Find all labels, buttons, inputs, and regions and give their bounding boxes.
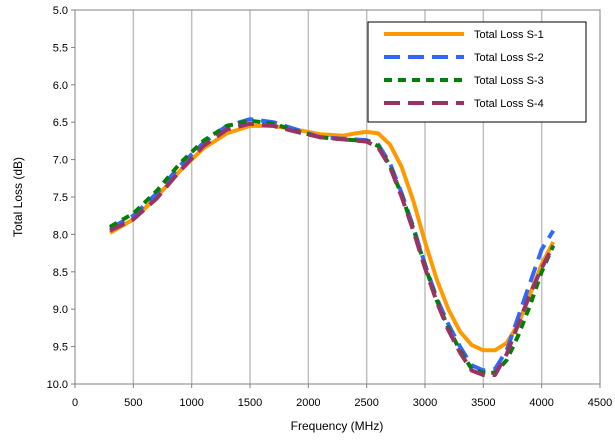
legend-label-s1: Total Loss S-1 bbox=[474, 29, 544, 41]
legend-box bbox=[367, 21, 587, 123]
legend: Total Loss S-1 Total Loss S-2 Total Loss S… bbox=[367, 21, 587, 123]
y-tick-label: 10.0 bbox=[47, 379, 68, 391]
x-tick-label: 3500 bbox=[471, 397, 495, 409]
x-tick-label: 3000 bbox=[413, 397, 437, 409]
y-tick-label: 5.5 bbox=[53, 42, 68, 54]
y-tick-label: 7.5 bbox=[53, 192, 68, 204]
series-line-s4 bbox=[109, 121, 556, 377]
y-tick-label: 5.0 bbox=[53, 5, 68, 17]
x-axis-label: Frequency (MHz) bbox=[291, 419, 384, 433]
y-tick-label: 6.5 bbox=[53, 117, 68, 129]
y-axis-label: Total Loss (dB) bbox=[11, 157, 25, 237]
x-tick-label: 2000 bbox=[296, 397, 320, 409]
legend-label-s3: Total Loss S-3 bbox=[474, 75, 544, 87]
y-tick-label: 8.5 bbox=[53, 267, 68, 279]
series-layer bbox=[108, 117, 556, 377]
x-tick-label: 4500 bbox=[588, 397, 612, 409]
y-tick-label: 8.0 bbox=[53, 229, 68, 241]
y-tick-label: 6.0 bbox=[53, 80, 68, 92]
y-tick-label: 9.0 bbox=[53, 304, 68, 316]
x-tick-label: 1500 bbox=[238, 397, 262, 409]
y-tick-label: 7.0 bbox=[53, 155, 68, 167]
y-tick-label: 9.5 bbox=[53, 342, 68, 354]
x-tick-label: 0 bbox=[72, 397, 78, 409]
x-tick-label: 500 bbox=[124, 397, 142, 409]
x-tick-label: 2500 bbox=[354, 397, 378, 409]
series-line-s1 bbox=[108, 123, 556, 353]
tick-labels: 0 500 1000 1500 2000 2500 3000 3500 4000 4500 5.0 5… bbox=[47, 5, 613, 409]
x-tick-label: 1000 bbox=[179, 397, 203, 409]
legend-label-s2: Total Loss S-2 bbox=[474, 52, 544, 64]
x-tick-label: 4000 bbox=[529, 397, 553, 409]
legend-label-s4: Total Loss S-4 bbox=[474, 98, 544, 110]
